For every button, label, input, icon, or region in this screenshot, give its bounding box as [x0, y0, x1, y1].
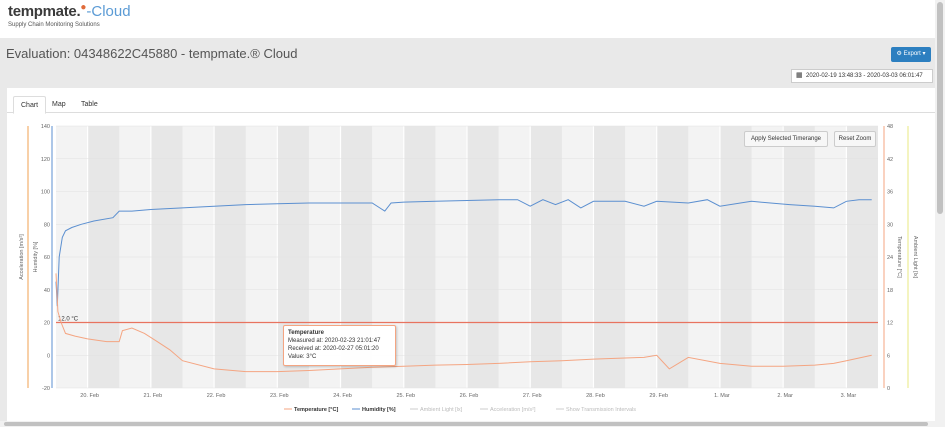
temperature-tick-label: 18 [887, 288, 893, 294]
brand-name: tempmate. [8, 3, 81, 20]
tooltip-title: Temperature [288, 330, 324, 336]
threshold-label: 12.0 °C [58, 317, 79, 323]
legend-item[interactable]: Humidity [%] [362, 407, 396, 413]
x-tick-label: 3. Mar [841, 393, 857, 399]
legend-item[interactable]: Temperature [°C] [294, 407, 338, 413]
tooltip-value: Value: 3°C [288, 354, 317, 360]
title-bar: Evaluation: 04348622C45880 - tempmate.® … [0, 38, 935, 88]
legend-item[interactable]: Ambient Light [lx] [420, 407, 463, 413]
x-tick-label: 2. Mar [777, 393, 793, 399]
export-icon: ⚙ [896, 51, 904, 57]
acceleration-axis-title: Acceleration [m/s²] [19, 234, 25, 280]
temperature-axis-title: Temperature [°C] [896, 236, 902, 278]
x-tick-label: 1. Mar [714, 393, 730, 399]
export-button[interactable]: ⚙ Export ▾ [891, 47, 931, 62]
temperature-tick-label: 36 [887, 190, 893, 196]
calendar-icon: ▦ [796, 72, 803, 79]
legend-item[interactable]: Show Transmission Intervals [566, 407, 636, 413]
tab-chart[interactable]: Chart [13, 96, 47, 114]
tab-map[interactable]: Map [52, 101, 66, 108]
brand-dot-icon: ● [80, 2, 87, 13]
sensor-chart[interactable]: 140120100806040200-20484236302418126020.… [0, 88, 935, 421]
humidity-tick-label: 0 [47, 353, 50, 359]
scrollbar-thumb[interactable] [937, 2, 943, 214]
vertical-scrollbar[interactable] [935, 0, 945, 427]
x-tick-label: 28. Feb [586, 393, 605, 399]
tab-table[interactable]: Table [81, 101, 98, 108]
x-tick-label: 23. Feb [270, 393, 289, 399]
humidity-tick-label: 60 [44, 255, 50, 261]
x-tick-label: 20. Feb [80, 393, 99, 399]
temperature-tick-label: 0 [887, 386, 890, 392]
temperature-tick-label: 24 [887, 255, 893, 261]
humidity-axis-title: Humidity [%] [33, 241, 39, 272]
top-bar: tempmate.●-Cloud Supply Chain Monitoring… [0, 0, 945, 38]
x-tick-label: 21. Feb [144, 393, 163, 399]
legend-item[interactable]: Acceleration [m/s²] [490, 407, 536, 413]
humidity-tick-label: 120 [41, 157, 50, 163]
data-tooltip: Temperature Measured at: 2020-02-23 21:0… [283, 325, 396, 366]
humidity-tick-label: -20 [42, 386, 50, 392]
date-range-picker[interactable]: ▦ 2020-02-19 13:48:33 - 2020-03-03 06:01… [791, 69, 933, 83]
humidity-tick-label: 80 [44, 222, 50, 228]
temperature-tick-label: 48 [887, 124, 893, 130]
brand-logo[interactable]: tempmate.●-Cloud [8, 2, 131, 20]
x-tick-label: 25. Feb [396, 393, 415, 399]
tooltip-received: Received at: 2020-02-27 05:01:20 [288, 346, 379, 352]
brand-cloud: -Cloud [86, 3, 131, 20]
apply-timerange-button[interactable]: Apply Selected Timerange [744, 131, 828, 147]
export-label: Export ▾ [903, 51, 926, 57]
x-tick-label: 26. Feb [460, 393, 479, 399]
reset-zoom-button[interactable]: Reset Zoom [834, 131, 876, 147]
temperature-tick-label: 6 [887, 353, 890, 359]
x-tick-label: 29. Feb [649, 393, 668, 399]
hscrollbar-thumb[interactable] [4, 422, 928, 426]
humidity-tick-label: 40 [44, 288, 50, 294]
temperature-tick-label: 30 [887, 222, 893, 228]
temperature-tick-label: 42 [887, 157, 893, 163]
brand-tagline: Supply Chain Monitoring Solutions [8, 22, 100, 28]
date-range-value: 2020-02-19 13:48:33 - 2020-03-03 06:01:4… [806, 73, 923, 79]
page-title: Evaluation: 04348622C45880 - tempmate.® … [6, 46, 298, 61]
humidity-tick-label: 100 [41, 190, 50, 196]
tooltip-measured: Measured at: 2020-02-23 21:01:47 [288, 338, 381, 344]
horizontal-scrollbar[interactable] [0, 421, 935, 427]
temperature-tick-label: 12 [887, 321, 893, 327]
view-tabs: Chart Map Table [7, 94, 935, 114]
humidity-series-line [55, 199, 872, 307]
x-tick-label: 22. Feb [207, 393, 226, 399]
light-axis-title: Ambient Light [lx] [912, 236, 918, 279]
x-tick-label: 24. Feb [333, 393, 352, 399]
temperature-series-line [55, 273, 872, 373]
humidity-tick-label: 140 [41, 124, 50, 130]
x-tick-label: 27. Feb [523, 393, 542, 399]
humidity-tick-label: 20 [44, 321, 50, 327]
